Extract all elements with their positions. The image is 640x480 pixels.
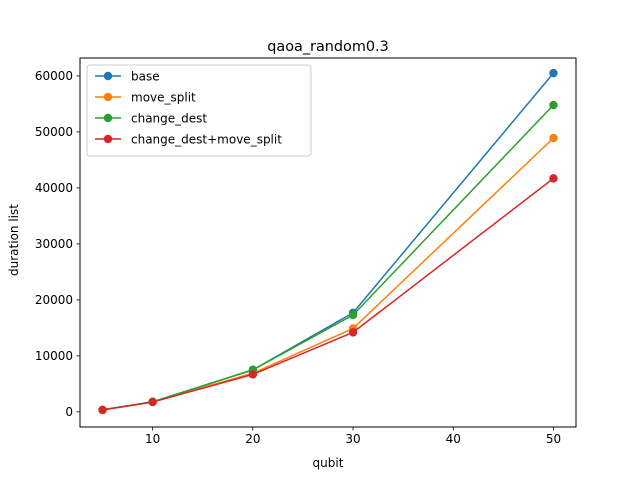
legend-item: base <box>95 69 160 83</box>
y-tick-label: 0 <box>65 405 73 419</box>
legend-label: change_dest <box>131 111 207 125</box>
data-point <box>549 133 558 143</box>
x-tick-label: 50 <box>546 432 561 446</box>
x-axis-label: qubit <box>313 456 344 470</box>
y-tick-label: 20000 <box>35 293 73 307</box>
legend-label: move_split <box>131 90 196 104</box>
legend-item: change_dest <box>95 111 207 125</box>
data-point <box>549 100 558 110</box>
data-point <box>549 68 558 78</box>
legend-marker <box>103 113 113 123</box>
data-point <box>248 370 258 379</box>
y-axis-ticks: 0 10000 20000 30000 40000 50000 60000 <box>35 69 80 419</box>
x-tick-label: 40 <box>446 432 461 446</box>
legend: base move_split change_dest change_dest+mov… <box>86 64 312 157</box>
legend-marker <box>103 71 113 81</box>
legend-label: change_dest+move_split <box>131 132 282 146</box>
y-tick-label: 30000 <box>35 237 73 251</box>
data-point <box>348 310 358 320</box>
legend-box <box>86 64 312 157</box>
x-axis-ticks: 10 20 30 40 50 <box>145 427 561 446</box>
legend-marker <box>103 92 113 102</box>
x-tick-label: 10 <box>145 432 160 446</box>
series-change_dest+move_split <box>98 174 558 415</box>
legend-item: move_split <box>95 90 196 104</box>
plot-frame <box>79 57 577 428</box>
data-point <box>98 405 107 415</box>
y-axis-label: duration list <box>7 204 21 276</box>
x-tick-label: 20 <box>245 432 260 446</box>
series-layer <box>98 68 558 415</box>
legend-marker <box>103 134 113 144</box>
data-point <box>348 328 358 337</box>
legend-item: change_dest+move_split <box>95 132 282 146</box>
chart-title: qaoa_random0.3 <box>267 39 388 55</box>
y-tick-label: 60000 <box>35 69 73 83</box>
legend-label: base <box>131 69 160 83</box>
data-point <box>148 397 157 407</box>
y-tick-label: 40000 <box>35 181 73 195</box>
x-tick-label: 30 <box>345 432 360 446</box>
y-tick-label: 50000 <box>35 125 73 139</box>
y-tick-label: 10000 <box>35 349 73 363</box>
data-point <box>549 174 558 183</box>
